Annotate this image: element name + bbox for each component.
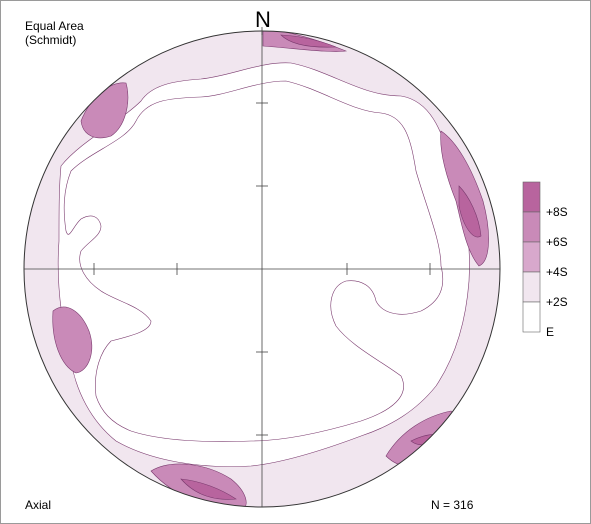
legend-swatch-6s [522, 211, 541, 243]
contour-expected [63, 80, 444, 442]
sample-count: N = 316 [431, 498, 474, 512]
contour-level-6s-w [52, 306, 93, 374]
axis-ticks [93, 102, 431, 436]
projection-subtitle: (Schmidt) [25, 33, 77, 47]
legend-swatch-8s [522, 181, 541, 213]
legend-label-4s: +4S [546, 265, 568, 279]
legend-label-e: E [546, 325, 555, 339]
north-label: N [255, 7, 271, 32]
legend-swatch-4s [522, 241, 541, 273]
projection-title: Equal Area [25, 19, 84, 33]
data-type-label: Axial [25, 498, 52, 512]
contour-level-8s-n [280, 34, 337, 48]
legend-label-8s: +8S [546, 205, 568, 219]
legend-label-6s: +6S [546, 235, 568, 249]
legend [522, 181, 541, 333]
legend-swatch-e [522, 301, 541, 333]
legend-label-2s: +2S [546, 295, 568, 309]
contour-level-8s-e [458, 185, 482, 238]
legend-swatch-2s [522, 271, 541, 303]
contour-level-8s-s [180, 478, 237, 500]
